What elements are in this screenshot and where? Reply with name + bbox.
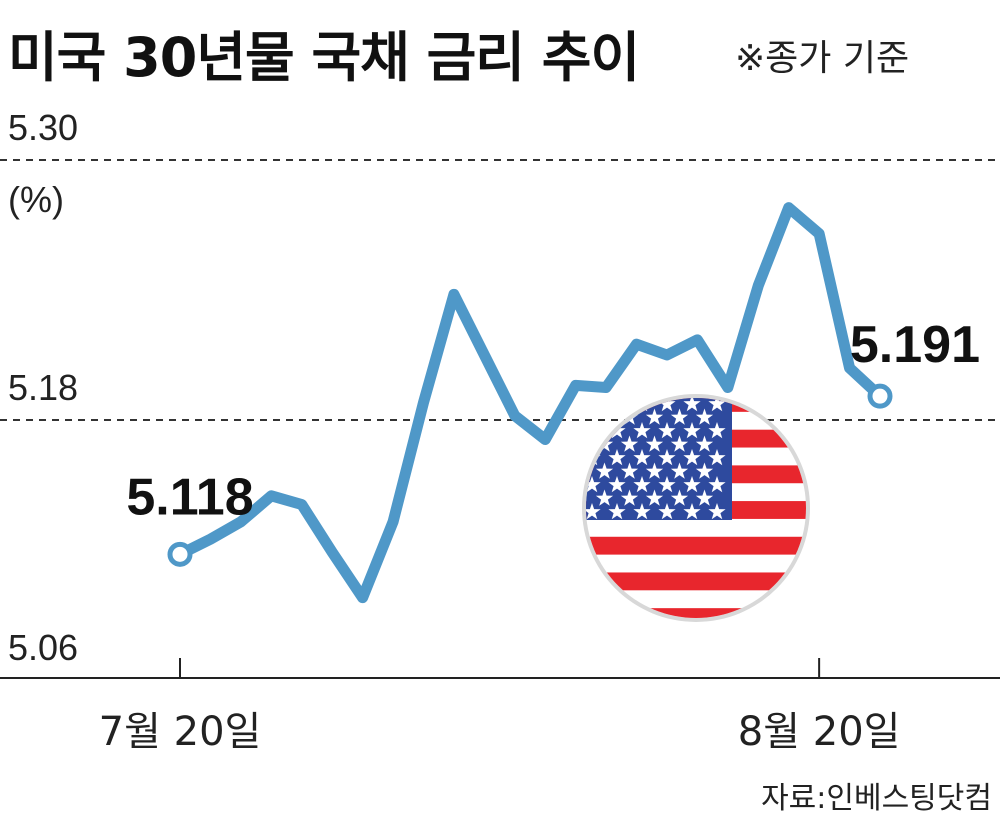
x-tick-label: 7월 20일 bbox=[99, 709, 262, 755]
source-note: 자료:인베스팅닷컴 bbox=[761, 781, 992, 816]
flag-stripe bbox=[586, 572, 806, 591]
y-tick-label: 5.06 bbox=[8, 627, 78, 668]
flag-star bbox=[608, 398, 626, 412]
series-line bbox=[174, 202, 886, 604]
y-tick-label: 5.30 bbox=[8, 107, 78, 148]
flag-star bbox=[595, 408, 614, 425]
chart-title: 미국 30년물 국채 금리 추이 bbox=[8, 26, 639, 89]
flag-star bbox=[586, 422, 601, 439]
y-axis-ticks: 5.30 5.18 5.06 bbox=[8, 107, 78, 668]
x-axis-ticks: 7월 20일 8월 20일 bbox=[99, 658, 901, 755]
data-label: 5.191 bbox=[850, 316, 980, 374]
chart-subtitle: ※종가 기준 bbox=[735, 38, 909, 79]
flag-stripe bbox=[586, 608, 806, 618]
gridlines bbox=[0, 159, 1000, 421]
y-axis-unit: (%) bbox=[8, 179, 64, 220]
series-layer bbox=[167, 202, 893, 604]
data-label: 5.118 bbox=[126, 468, 253, 526]
endpoint-marker bbox=[867, 383, 893, 409]
flag-stripe bbox=[586, 536, 806, 555]
us-flag-icon bbox=[582, 394, 810, 622]
y-tick-label: 5.18 bbox=[8, 367, 78, 408]
x-tick-label: 8월 20일 bbox=[738, 709, 901, 755]
data-labels: 5.118 5.191 bbox=[126, 316, 980, 526]
flag-star bbox=[586, 398, 601, 412]
endpoint-marker bbox=[167, 541, 193, 567]
